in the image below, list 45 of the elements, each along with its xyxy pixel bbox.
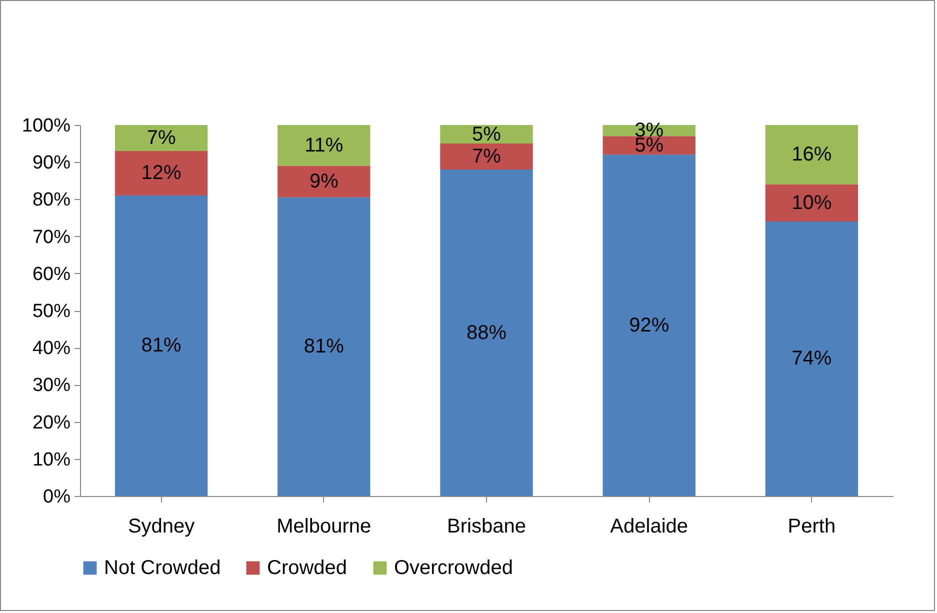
bar	[278, 166, 370, 198]
bar	[765, 125, 858, 184]
y-tick-label: 60%	[32, 264, 71, 285]
data-label: 92%	[629, 314, 670, 336]
y-tick-label: 0%	[43, 486, 71, 508]
bar	[765, 184, 858, 222]
data-label: 5%	[472, 123, 502, 146]
data-label: 81%	[304, 336, 344, 358]
data-label: 88%	[466, 322, 507, 344]
bar	[440, 125, 533, 144]
y-tick-label: 90%	[32, 152, 71, 174]
data-label: 16%	[792, 144, 832, 166]
y-tick-label: 20%	[32, 412, 71, 434]
data-label: 7%	[146, 126, 176, 149]
legend-label: Not Crowded	[104, 557, 221, 579]
data-label: 12%	[141, 162, 182, 184]
bar	[440, 144, 533, 170]
legend-label: Overcrowded	[394, 557, 513, 579]
x-tick-label: Brisbane	[447, 516, 526, 538]
bar	[114, 195, 208, 496]
bar	[278, 125, 370, 166]
data-label: 7%	[472, 146, 502, 168]
data-label: 9%	[309, 170, 339, 193]
x-tick-label: Sydney	[128, 516, 195, 538]
data-label: 10%	[792, 192, 832, 214]
x-tick-label: Perth	[788, 516, 836, 538]
y-tick-label: 100%	[22, 116, 71, 136]
bar	[278, 197, 370, 496]
legend-label: Crowded	[267, 557, 348, 579]
data-label: 74%	[792, 348, 832, 370]
bar	[602, 154, 696, 496]
data-label: 81%	[141, 334, 182, 357]
y-tick-label: 50%	[32, 301, 71, 322]
bar	[114, 150, 208, 196]
bar	[440, 170, 533, 496]
y-tick-label: 30%	[32, 375, 71, 396]
x-tick-label: Melbourne	[276, 516, 372, 538]
y-tick-label: 40%	[32, 338, 71, 360]
y-tick-label: 70%	[32, 226, 71, 248]
y-tick-label: 10%	[32, 449, 71, 470]
bar	[765, 221, 858, 496]
data-label: 11%	[304, 134, 344, 156]
bar	[114, 125, 208, 151]
x-tick-label: Adelaide	[610, 516, 688, 538]
y-tick-label: 80%	[32, 190, 71, 211]
